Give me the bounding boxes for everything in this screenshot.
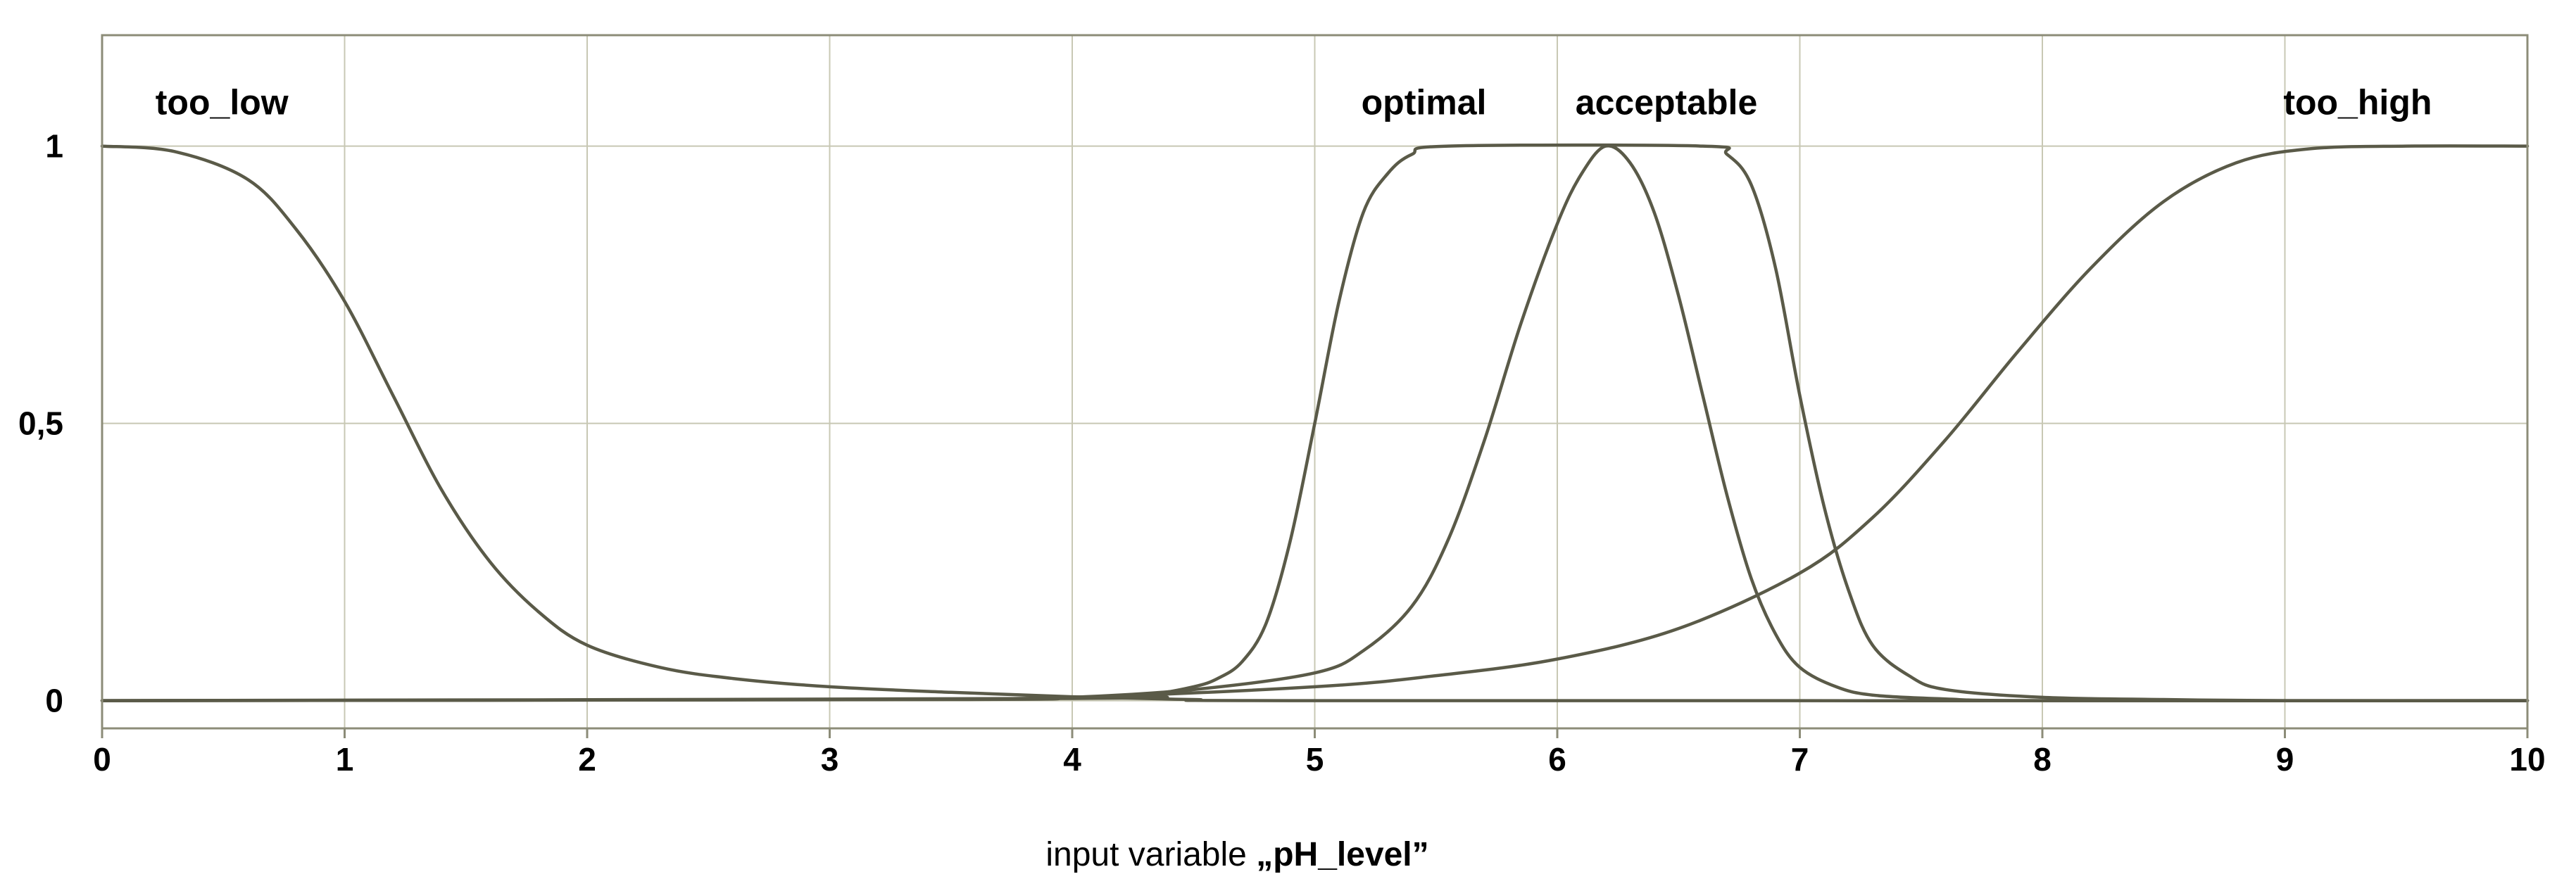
series-label-acceptable: acceptable: [1576, 83, 1757, 122]
plot-frame: [101, 34, 2529, 730]
x-tick-label: 3: [821, 741, 839, 778]
x-tick-label: 1: [336, 741, 354, 778]
x-tick-label: 2: [578, 741, 596, 778]
x-tick-label: 7: [1791, 741, 1809, 778]
grid-layer: [101, 35, 2529, 738]
x-tick-label: 9: [2276, 741, 2294, 778]
x-tick-label: 4: [1063, 741, 1081, 778]
y-tick-label: 1: [45, 128, 63, 165]
series-line-too-low: [100, 144, 2530, 702]
x-tick-label: 8: [2033, 741, 2052, 778]
series-line-too-high: [100, 144, 2530, 702]
series-label-too-high: too_high: [2283, 83, 2432, 122]
series-layer: [100, 143, 2530, 703]
x-axis-label-variable: „pH_level”: [1256, 836, 1428, 873]
x-axis-label: input variable „pH_level”: [1045, 836, 1428, 873]
y-tick-label: 0: [45, 683, 63, 719]
x-tick-label: 5: [1306, 741, 1324, 778]
series-label-too-low: too_low: [156, 83, 289, 122]
series-label-optimal: optimal: [1362, 83, 1487, 122]
x-tick-label: 10: [2509, 741, 2545, 778]
x-axis-label-prefix: input variable: [1045, 836, 1256, 873]
x-tick-label: 6: [1548, 741, 1566, 778]
series-label-layer: too_low optimal acceptable too_high: [156, 83, 2432, 122]
tick-label-layer: 0 1 2 3 4 5 6 7 8 9 10 0 0,5 1: [18, 128, 2546, 778]
x-tick-label: 0: [93, 741, 111, 778]
y-tick-label: 0,5: [18, 405, 63, 442]
